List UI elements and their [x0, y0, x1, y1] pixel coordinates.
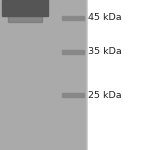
Bar	[62, 93, 84, 97]
Bar	[87, 0, 150, 150]
Bar	[8, 12, 42, 22]
Text: 45 kDa: 45 kDa	[88, 14, 122, 22]
Bar	[2, 0, 48, 16]
Bar	[62, 16, 84, 20]
Text: 25 kDa: 25 kDa	[88, 90, 122, 99]
Bar	[0, 0, 87, 150]
Text: 35 kDa: 35 kDa	[88, 48, 122, 57]
Bar	[62, 50, 84, 54]
